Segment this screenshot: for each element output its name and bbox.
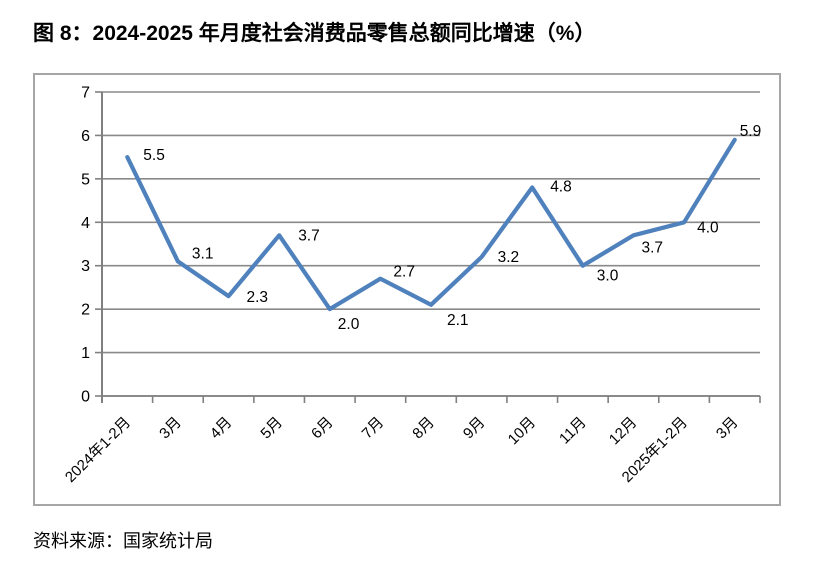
source-note: 资料来源：国家统计局 xyxy=(33,531,213,551)
chart-container: 0 1 2 3 4 5 6 7 2024年1-2月 3月 4月 5月 6月 7月 8月 9月 10月 11月 12月… xyxy=(33,73,781,506)
data-point-label: 5.5 xyxy=(143,147,165,164)
data-point-label: 2.1 xyxy=(447,312,469,329)
x-axis-tick-label: 10月 xyxy=(505,414,539,448)
data-point-label: 3.7 xyxy=(642,239,664,256)
data-point-label: 5.9 xyxy=(740,123,762,140)
x-axis-tick-label: 12月 xyxy=(606,414,640,448)
x-axis-tick-label: 9月 xyxy=(460,414,489,443)
data-point-label: 3.0 xyxy=(597,268,619,285)
data-point-label: 3.7 xyxy=(298,227,320,244)
y-axis-tick-label: 0 xyxy=(81,389,90,406)
x-axis-tick-label: 2024年1-2月 xyxy=(62,414,134,486)
y-axis-tick-label: 2 xyxy=(81,302,90,319)
x-axis-tick-label: 3月 xyxy=(156,414,185,443)
x-axis-tick-label: 3月 xyxy=(713,414,742,443)
x-axis-tick-label: 7月 xyxy=(359,414,388,443)
x-axis-tick-label: 8月 xyxy=(409,414,438,443)
data-point-label: 4.0 xyxy=(697,219,719,236)
data-point-label: 3.2 xyxy=(498,249,520,266)
y-axis-tick-label: 7 xyxy=(81,85,90,102)
x-axis-tick-label: 6月 xyxy=(308,414,337,443)
x-axis-tick-label: 5月 xyxy=(257,414,286,443)
figure-title: 图 8：2024-2025 年月度社会消费品零售总额同比增速（%） xyxy=(33,22,596,45)
data-point-label: 2.0 xyxy=(338,316,360,333)
y-axis-tick-label: 5 xyxy=(81,171,90,188)
y-axis-tick-label: 1 xyxy=(81,345,90,362)
retail-growth-line-chart: 0 1 2 3 4 5 6 7 2024年1-2月 3月 4月 5月 6月 7月 8月 9月 10月 11月 12月… xyxy=(62,85,762,486)
y-axis-tick-label: 6 xyxy=(81,128,90,145)
data-point-label: 3.1 xyxy=(192,245,214,262)
data-point-label: 2.7 xyxy=(393,264,415,281)
y-axis-tick-label: 4 xyxy=(81,215,90,232)
series-line xyxy=(125,137,737,312)
data-point-label: 2.3 xyxy=(247,289,269,306)
data-point-label: 4.8 xyxy=(550,179,572,196)
x-axis-tick-label: 4月 xyxy=(207,414,236,443)
x-axis-tick-label: 11月 xyxy=(556,414,590,448)
y-axis-tick-label: 3 xyxy=(81,258,90,275)
